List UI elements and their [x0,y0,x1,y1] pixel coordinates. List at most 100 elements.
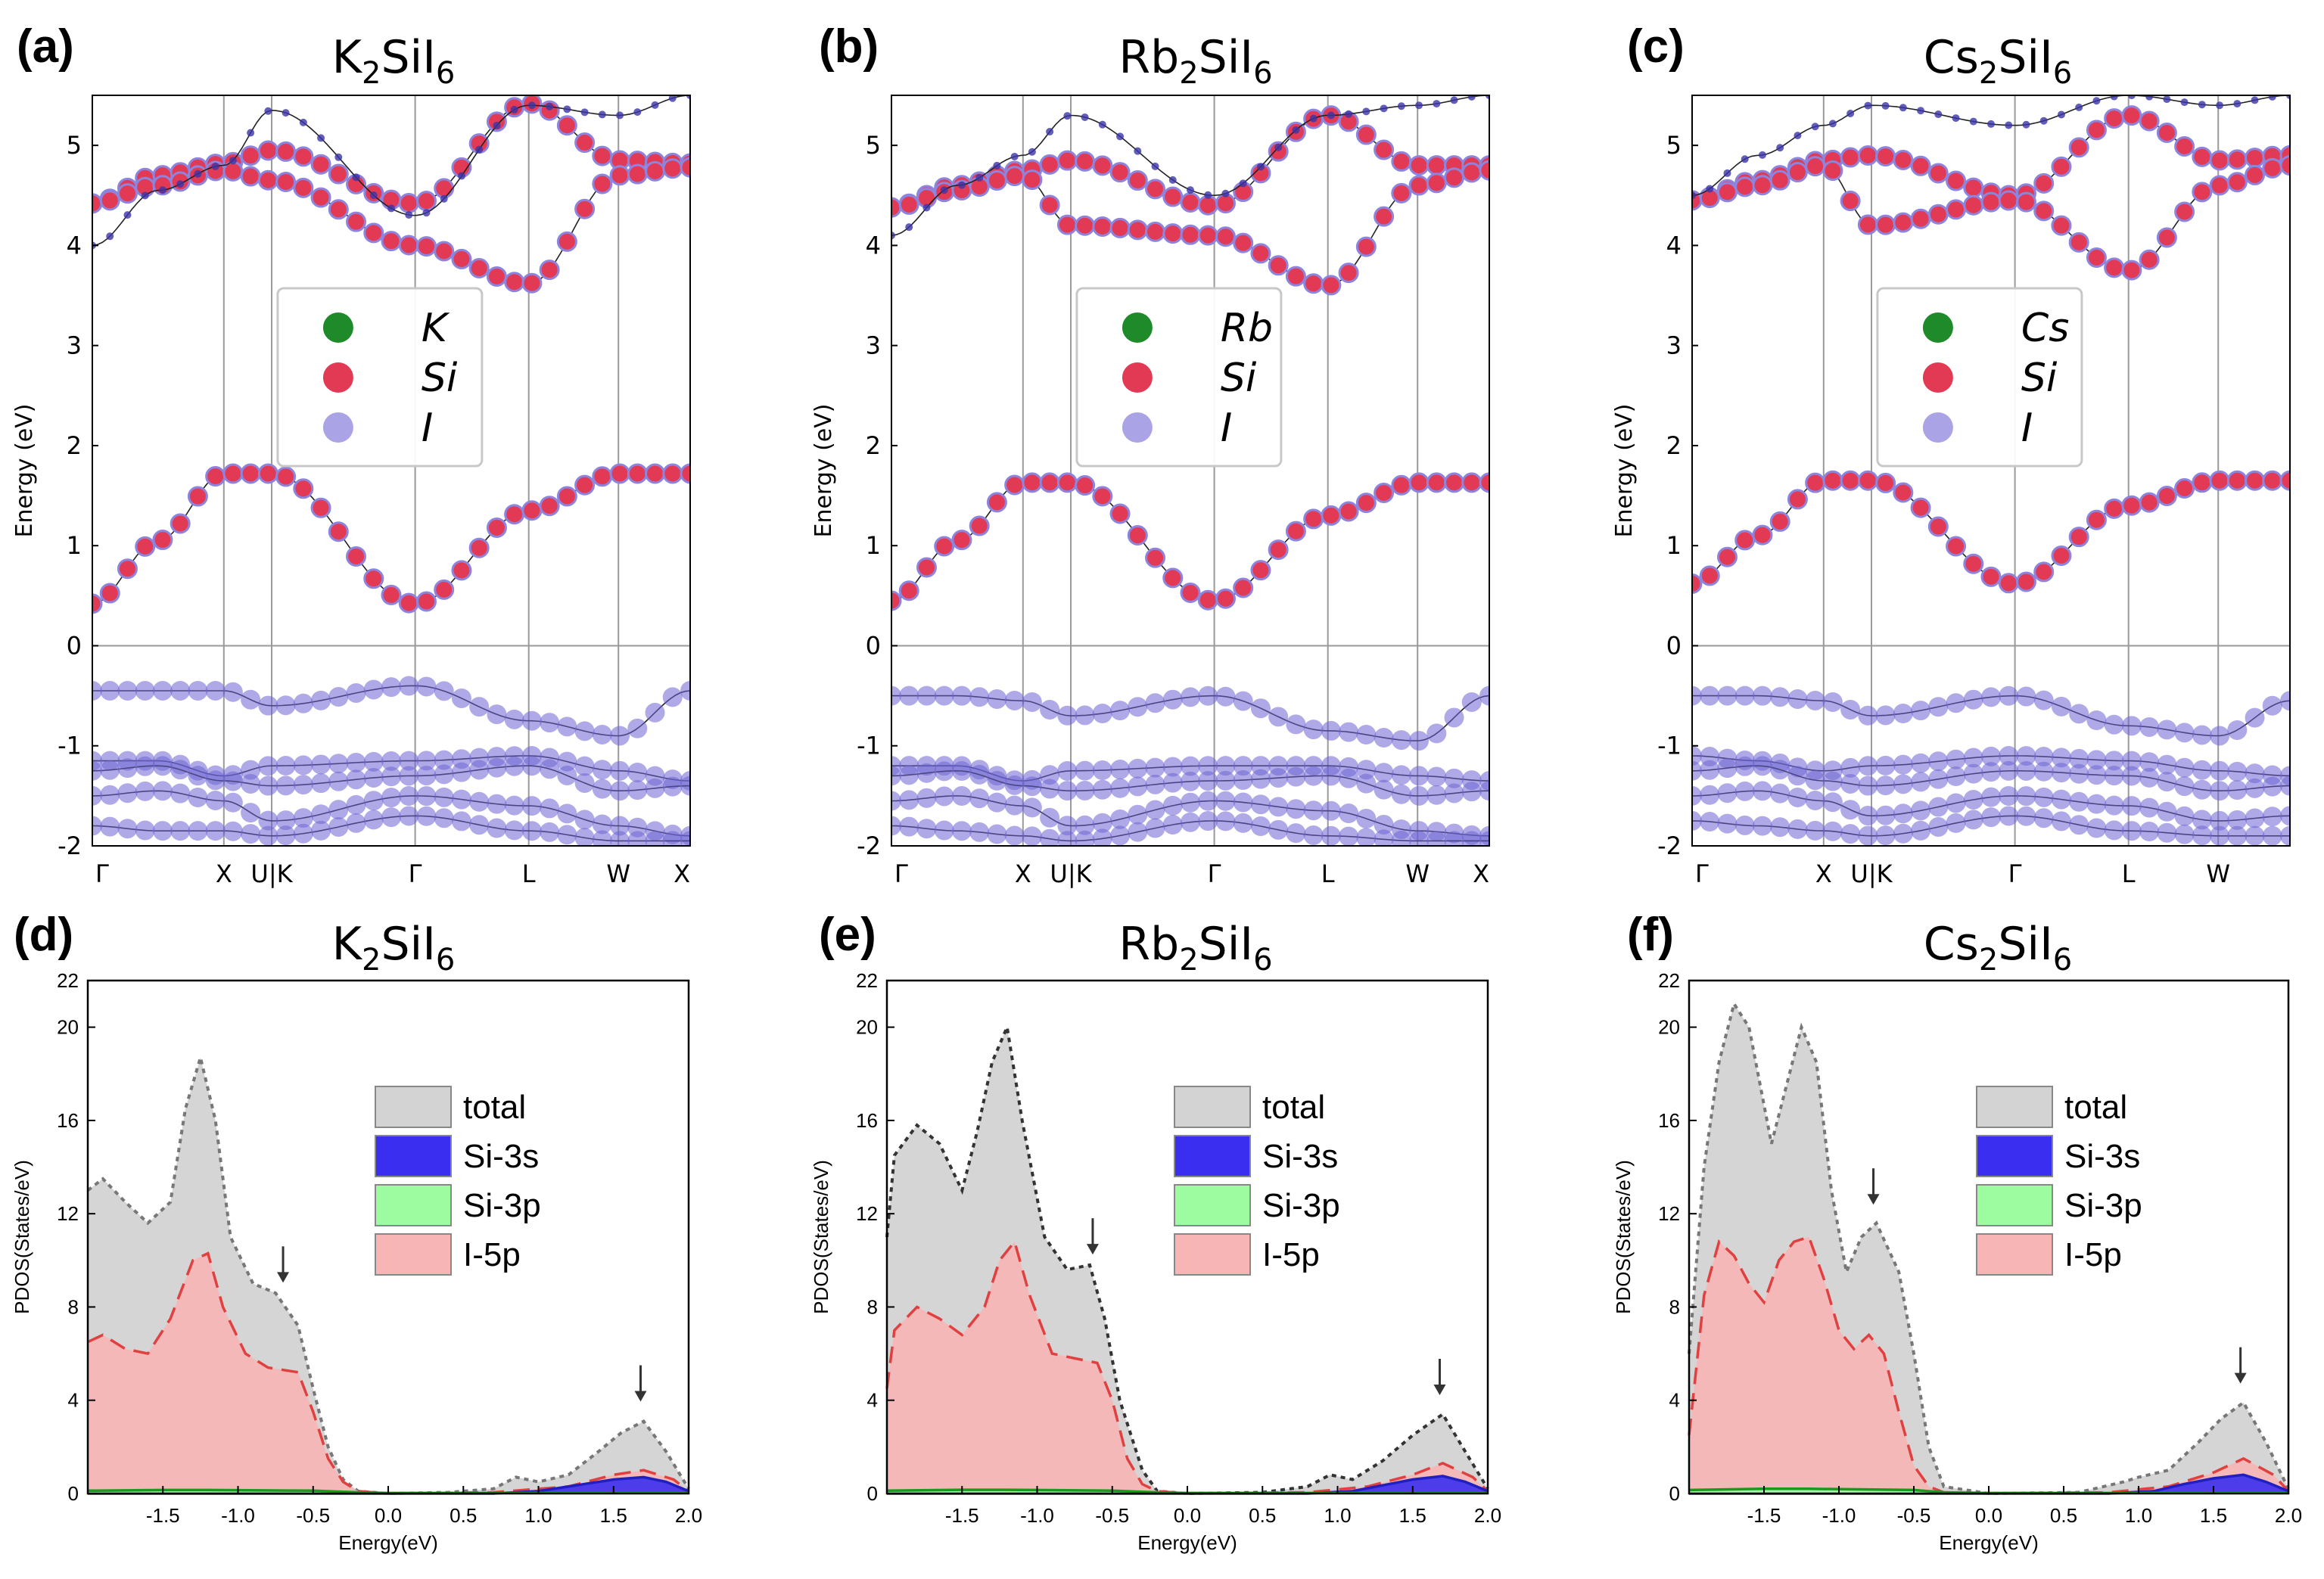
x-tick-label: -0.5 [1897,1504,1931,1527]
band-point-si [1355,236,1377,257]
y-tick-label: -2 [58,831,82,860]
band-point-i-small [229,157,237,165]
band-point-i [891,766,901,786]
band-point-si [1127,219,1148,241]
band-point-i [891,816,901,836]
x-tick-label: -1.5 [1747,1504,1781,1527]
band-point-i [451,688,471,708]
band-point-i-small [1811,123,1819,131]
x-tick-label: -1.0 [221,1504,255,1527]
band-point-si [1910,208,1931,229]
band-point-i [592,779,612,799]
band-point-i [258,776,278,796]
band-point-si [1980,566,2002,587]
band-point-i [1963,748,1983,768]
band-point-i [2192,725,2212,745]
band-point-i [899,790,919,810]
y-tick-label: -1 [58,732,82,760]
band-point-si [1338,263,1359,284]
band-point-si [1787,489,1808,510]
y-axis-label: PDOS(States/eV) [810,1160,832,1314]
band-point-i-small [922,204,931,212]
band-point-i-small [387,204,395,213]
band-point-si [2121,260,2142,281]
band-point-si [1822,160,1843,182]
band-point-i [987,824,1007,844]
band-point-i [1770,783,1790,803]
x-tick-label: 0.0 [1174,1504,1201,1527]
band-point-i-small [176,180,185,188]
band-point-si [1268,539,1289,561]
band-point-i [1840,699,1861,720]
band-point-i-small [457,172,465,180]
band-point-i-small [299,118,307,126]
band-point-i [1040,765,1060,785]
band-point-i [2174,723,2195,743]
band-point-i [328,800,349,820]
band-point-i [1215,770,1236,791]
band-point-si [521,500,543,521]
band-point-i-small [106,232,114,241]
band-point-i [2245,778,2265,798]
panel-label-f: (f) [1627,909,1674,961]
band-point-si [135,536,156,557]
y-tick-label: 12 [57,1202,79,1225]
area-I-5p [88,1253,689,1494]
band-point-i-small [1063,112,1072,120]
y-tick-label: 1 [1666,531,1682,560]
title-part: SiI [1998,31,2052,84]
band-point-si [2121,495,2142,516]
band-point-si [1056,472,1078,493]
band-point-i [1339,803,1359,824]
band-point-i [1040,828,1060,846]
band-point-si [1444,167,1465,188]
band-point-i [1198,756,1218,776]
band-point-i [1075,780,1095,800]
band-point-i [469,760,490,780]
band-point-i [1233,691,1253,711]
legend-swatch [1174,1184,1251,1226]
band-point-si [1893,149,1914,170]
band-point-si [1805,472,1826,493]
band-point-i [680,831,690,846]
band-point-i-small [1934,110,1943,119]
dos-panel-f: -1.5 -1.0 -0.5 0.0 0.5 1.0 1.5 2.0 0 4 8 12 16 20 22 En… [1612,969,2302,1554]
band-point-i-small [247,129,255,137]
band-point-si [346,546,367,567]
panel-label-b: (b) [819,20,879,73]
band-point-i [1374,814,1394,835]
band-point-i [540,759,560,779]
band-point-i-small [334,153,343,161]
band-point-i [117,680,138,701]
band-point-i [916,819,937,839]
y-tick-label: 3 [67,331,82,360]
band-point-i [152,680,173,701]
x-tick-label: 0.5 [2050,1504,2077,1527]
band-point-i [1110,778,1131,798]
x-tick-label: 0.5 [450,1504,477,1527]
band-point-i [100,785,120,805]
band-point-i-small [2057,110,2065,119]
band-point-i [434,787,454,807]
legend-marker [322,412,353,443]
band-point-si [1963,194,1984,216]
band-point-i [1999,685,2019,706]
band-point-i [969,788,990,809]
band-point-i-small [957,181,966,189]
band-point-si [2209,150,2230,171]
band-point-i [2210,760,2230,781]
band-point-si [1233,577,1254,598]
band-point-i [2016,786,2036,807]
band-point-i [969,687,990,707]
band-point-i [1875,805,1896,825]
band-point-i [2016,760,2036,781]
band-point-i [592,814,612,835]
band-point-i [1717,783,1738,803]
band-point-i [2262,807,2282,827]
band-point-si [1145,221,1166,242]
band-point-i-small [1380,104,1388,113]
band-point-si [1426,155,1447,176]
band-point-si [257,169,278,191]
band-point-i [2051,748,2071,768]
band-point-i [1911,753,1931,773]
